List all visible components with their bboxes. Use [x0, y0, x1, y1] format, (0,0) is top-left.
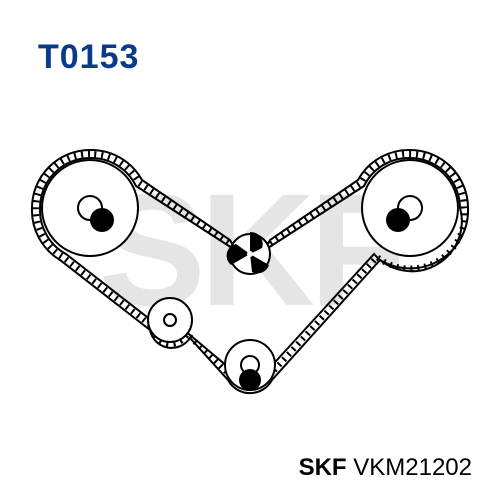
center-fan-pulley	[227, 232, 270, 274]
model-label: VKM21202	[353, 454, 472, 481]
part-code-label: T0153	[38, 38, 139, 77]
belt-routing-diagram	[0, 120, 500, 420]
brand-model-line: SKF VKM21202	[299, 454, 472, 482]
right-cam-pulley	[362, 160, 458, 256]
left-cam-pulley	[42, 160, 138, 256]
brand-label: SKF	[299, 454, 347, 481]
left-idler-pulley	[148, 298, 192, 342]
crank-pulley	[225, 340, 275, 391]
